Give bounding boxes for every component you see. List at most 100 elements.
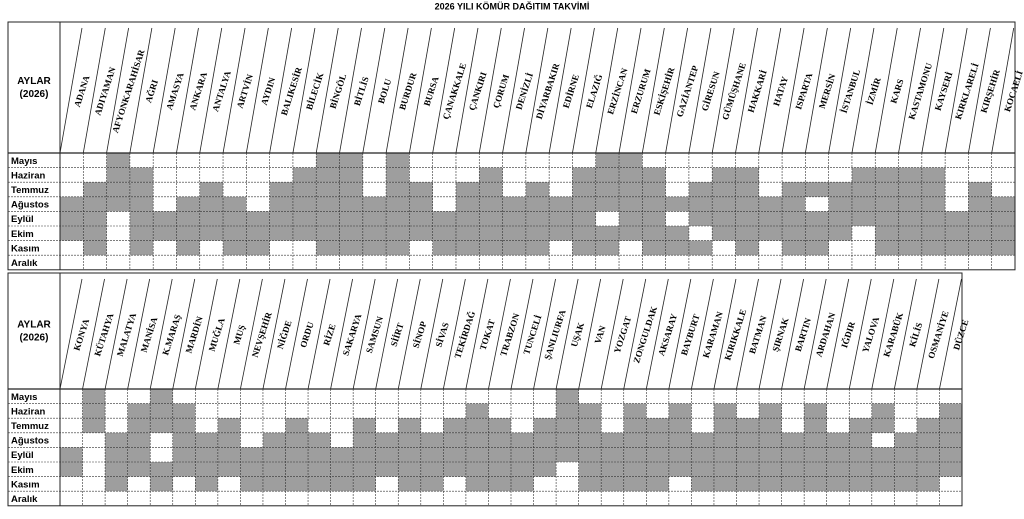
- header-slant: [285, 278, 308, 390]
- shaded-cell: [759, 418, 782, 433]
- header-slant: [713, 278, 737, 390]
- shaded-cell: [176, 226, 200, 241]
- shaded-cell: [828, 196, 852, 212]
- shaded-cell: [601, 462, 624, 477]
- header-slant: [222, 27, 246, 154]
- shaded-cell: [875, 182, 899, 197]
- month-label: Mayıs: [11, 156, 37, 167]
- shaded-cell: [285, 432, 309, 448]
- shaded-cell: [851, 196, 876, 212]
- header-slant: [781, 278, 804, 390]
- shaded-cell: [759, 403, 782, 419]
- province-label: MERSİN: [817, 72, 838, 110]
- shaded-cell: [409, 211, 433, 226]
- shaded-cell: [386, 167, 410, 183]
- shaded-cell: [758, 211, 783, 226]
- shaded-cell: [398, 447, 421, 462]
- header-slant: [533, 278, 556, 390]
- shaded-cell: [479, 240, 503, 256]
- shaded-cell: [916, 418, 940, 433]
- shaded-cell: [556, 389, 579, 404]
- province-label: BİLECİK: [304, 71, 325, 111]
- shaded-cell: [642, 182, 666, 197]
- shaded-cell: [316, 226, 340, 241]
- shaded-cell: [665, 240, 689, 256]
- shaded-cell: [578, 432, 602, 448]
- shaded-cell: [623, 418, 647, 433]
- shaded-cell: [875, 240, 899, 256]
- month-label: Kasım: [11, 243, 40, 254]
- shaded-cell: [781, 447, 805, 462]
- shaded-cell: [572, 167, 596, 183]
- header-slant: [525, 27, 549, 154]
- shaded-cell: [688, 211, 713, 226]
- shaded-cell: [353, 447, 376, 462]
- shaded-cell: [153, 226, 177, 241]
- shaded-cell: [455, 226, 480, 241]
- shaded-cell: [488, 432, 511, 448]
- shaded-cell: [386, 240, 410, 256]
- province-label: DİYARBAKIR: [534, 62, 562, 121]
- shaded-cell: [804, 418, 827, 433]
- shaded-cell: [871, 418, 895, 433]
- header-slant: [578, 278, 602, 390]
- shaded-cell: [106, 153, 130, 168]
- shaded-cell: [269, 182, 293, 197]
- shaded-cell: [736, 418, 760, 433]
- shaded-cell: [465, 447, 489, 462]
- shaded-cell: [898, 226, 922, 241]
- shaded-cell: [556, 432, 579, 448]
- shaded-cell: [578, 462, 602, 477]
- shaded-cell: [525, 226, 550, 241]
- shaded-cell: [619, 167, 643, 183]
- shaded-cell: [595, 240, 620, 256]
- shaded-cell: [386, 226, 410, 241]
- shaded-cell: [240, 447, 263, 462]
- shaded-cell: [339, 167, 363, 183]
- province-label: RİZE: [321, 323, 337, 347]
- shaded-cell: [805, 226, 829, 241]
- corner-label: AYLAR: [17, 320, 51, 331]
- header-slant: [921, 27, 945, 154]
- header-slant: [623, 278, 647, 390]
- province-label: ORDU: [298, 320, 316, 349]
- shaded-cell: [921, 226, 946, 241]
- shaded-cell: [758, 196, 783, 212]
- shaded-cell: [642, 196, 666, 212]
- shaded-cell: [595, 226, 620, 241]
- shaded-cell: [623, 476, 647, 492]
- header-slant: [307, 278, 331, 390]
- shaded-cell: [398, 476, 421, 492]
- header-slant: [668, 278, 692, 390]
- shaded-cell: [223, 226, 247, 241]
- province-label: ISPARTA: [793, 71, 814, 111]
- shaded-cell: [443, 432, 466, 448]
- shaded-cell: [712, 226, 736, 241]
- shaded-cell: [735, 196, 759, 212]
- province-label: YALOVA: [860, 315, 881, 354]
- shaded-cell: [269, 196, 293, 212]
- shaded-cell: [511, 462, 534, 477]
- shaded-cell: [668, 462, 692, 477]
- shaded-cell: [375, 447, 399, 462]
- shaded-cell: [308, 476, 331, 492]
- shaded-cell: [488, 418, 511, 433]
- header-slant: [691, 278, 714, 390]
- shaded-cell: [875, 226, 899, 241]
- province-label: HATAY: [771, 75, 790, 107]
- shaded-cell: [465, 462, 489, 477]
- header-slant: [871, 278, 895, 390]
- shaded-cell: [398, 432, 421, 448]
- header-slant: [665, 27, 689, 154]
- shaded-cell: [308, 432, 331, 448]
- header-slant: [465, 278, 489, 390]
- shaded-cell: [375, 432, 399, 448]
- shaded-cell: [330, 447, 354, 462]
- province-label: ELAZIĞ: [584, 73, 604, 109]
- shaded-cell: [601, 476, 624, 492]
- province-label: EDİRNE: [561, 73, 581, 109]
- shaded-cell: [217, 462, 241, 477]
- shaded-cell: [129, 240, 154, 256]
- header-slant: [59, 27, 83, 154]
